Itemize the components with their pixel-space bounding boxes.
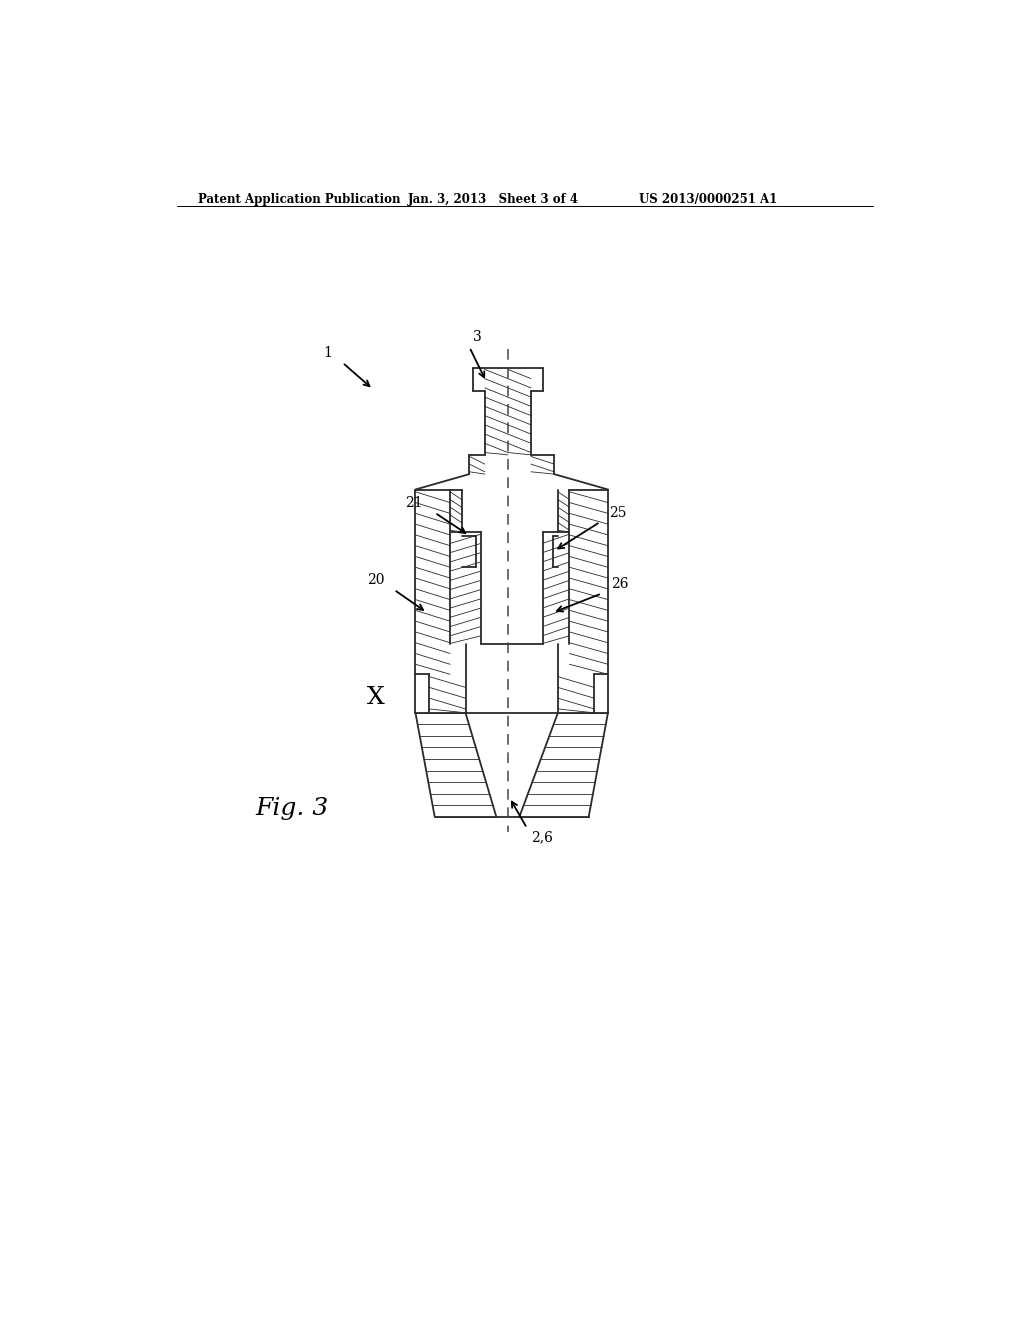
- Text: 21: 21: [406, 496, 423, 511]
- Text: Jan. 3, 2013   Sheet 3 of 4: Jan. 3, 2013 Sheet 3 of 4: [408, 193, 579, 206]
- Text: 2,6: 2,6: [531, 830, 553, 845]
- Text: 26: 26: [611, 577, 629, 591]
- Text: 1: 1: [324, 346, 333, 360]
- Text: 3: 3: [473, 330, 481, 345]
- Text: 25: 25: [609, 506, 627, 520]
- Text: Patent Application Publication: Patent Application Publication: [199, 193, 400, 206]
- Text: US 2013/0000251 A1: US 2013/0000251 A1: [639, 193, 777, 206]
- Text: X: X: [367, 686, 384, 709]
- Text: 20: 20: [368, 573, 385, 587]
- Text: Fig. 3: Fig. 3: [255, 797, 329, 821]
